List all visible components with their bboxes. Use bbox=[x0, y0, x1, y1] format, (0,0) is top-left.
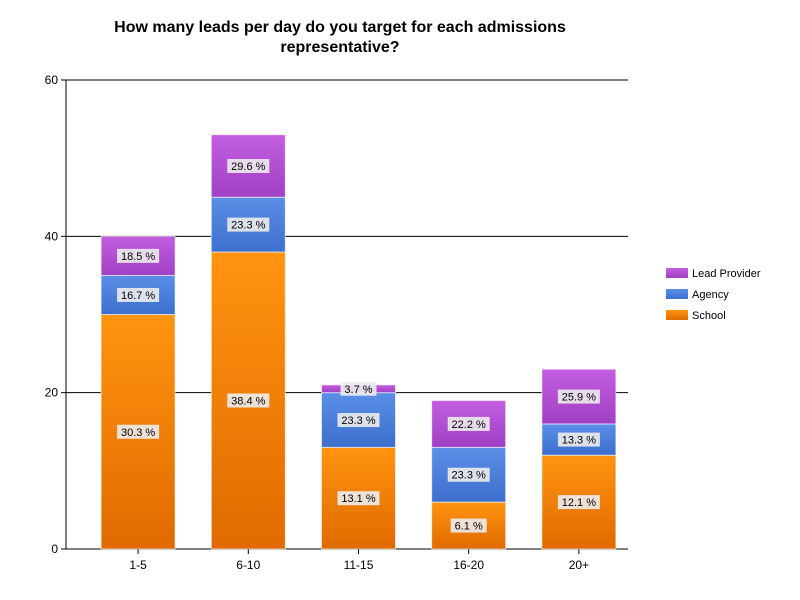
data-label: 22.2 % bbox=[452, 419, 486, 431]
data-label-bg bbox=[227, 158, 270, 173]
data-label: 38.4 % bbox=[231, 395, 265, 407]
x-tick-label: 6-10 bbox=[236, 558, 260, 572]
data-label-bg bbox=[117, 287, 160, 302]
legend-swatch bbox=[666, 310, 688, 320]
data-label: 23.3 % bbox=[341, 415, 375, 427]
y-tick-label: 60 bbox=[45, 73, 59, 87]
data-label-bg bbox=[337, 491, 380, 506]
data-label: 23.3 % bbox=[452, 470, 486, 482]
y-tick-label: 0 bbox=[51, 542, 58, 556]
data-label: 25.9 % bbox=[562, 392, 596, 404]
legend-label: School bbox=[692, 310, 726, 322]
x-tick-label: 20+ bbox=[569, 558, 589, 572]
data-label: 23.3 % bbox=[231, 220, 265, 232]
data-label-bg bbox=[447, 416, 490, 431]
data-label: 13.1 % bbox=[341, 493, 375, 505]
y-tick-label: 40 bbox=[45, 229, 59, 243]
data-label: 16.7 % bbox=[121, 290, 155, 302]
data-labels: 30.3 % 16.7 % 18.5 % 38.4 % 23.3 % 29.6 % 13.1… bbox=[117, 158, 600, 533]
data-label-bg bbox=[450, 518, 487, 533]
chart-title: How many leads per day do you target for… bbox=[114, 19, 566, 56]
y-tick-label: 20 bbox=[45, 386, 59, 400]
x-tick-label: 11-15 bbox=[344, 558, 374, 572]
data-label: 12.1 % bbox=[562, 497, 596, 509]
legend-label: Agency bbox=[692, 289, 729, 301]
data-label-bg bbox=[557, 432, 600, 447]
data-label-bg bbox=[337, 413, 380, 428]
legend-label: Lead Provider bbox=[692, 268, 761, 280]
bars bbox=[100, 134, 617, 550]
data-label: 13.3 % bbox=[562, 435, 596, 447]
data-label-bg bbox=[447, 467, 490, 482]
data-label: 30.3 % bbox=[121, 427, 155, 439]
axes: 0 20 40 60 1-5 6-10 11-15 16-20 20+ bbox=[45, 73, 628, 572]
data-label: 29.6 % bbox=[231, 161, 265, 173]
data-label-bg bbox=[340, 381, 377, 396]
data-label: 3.7 % bbox=[344, 384, 372, 396]
data-label: 6.1 % bbox=[455, 521, 483, 533]
data-label-bg bbox=[557, 495, 600, 510]
data-label-bg bbox=[227, 217, 270, 232]
data-label: 18.5 % bbox=[121, 251, 155, 263]
data-label-bg bbox=[117, 424, 160, 439]
legend-swatch bbox=[666, 268, 688, 278]
data-label-bg bbox=[227, 393, 270, 408]
x-tick-label: 16-20 bbox=[453, 558, 484, 572]
data-label-bg bbox=[117, 248, 160, 263]
data-label-bg bbox=[557, 389, 600, 404]
x-tick-label: 1-5 bbox=[129, 558, 147, 572]
legend-swatch bbox=[666, 289, 688, 299]
legend: Lead Provider Agency School bbox=[666, 268, 761, 322]
